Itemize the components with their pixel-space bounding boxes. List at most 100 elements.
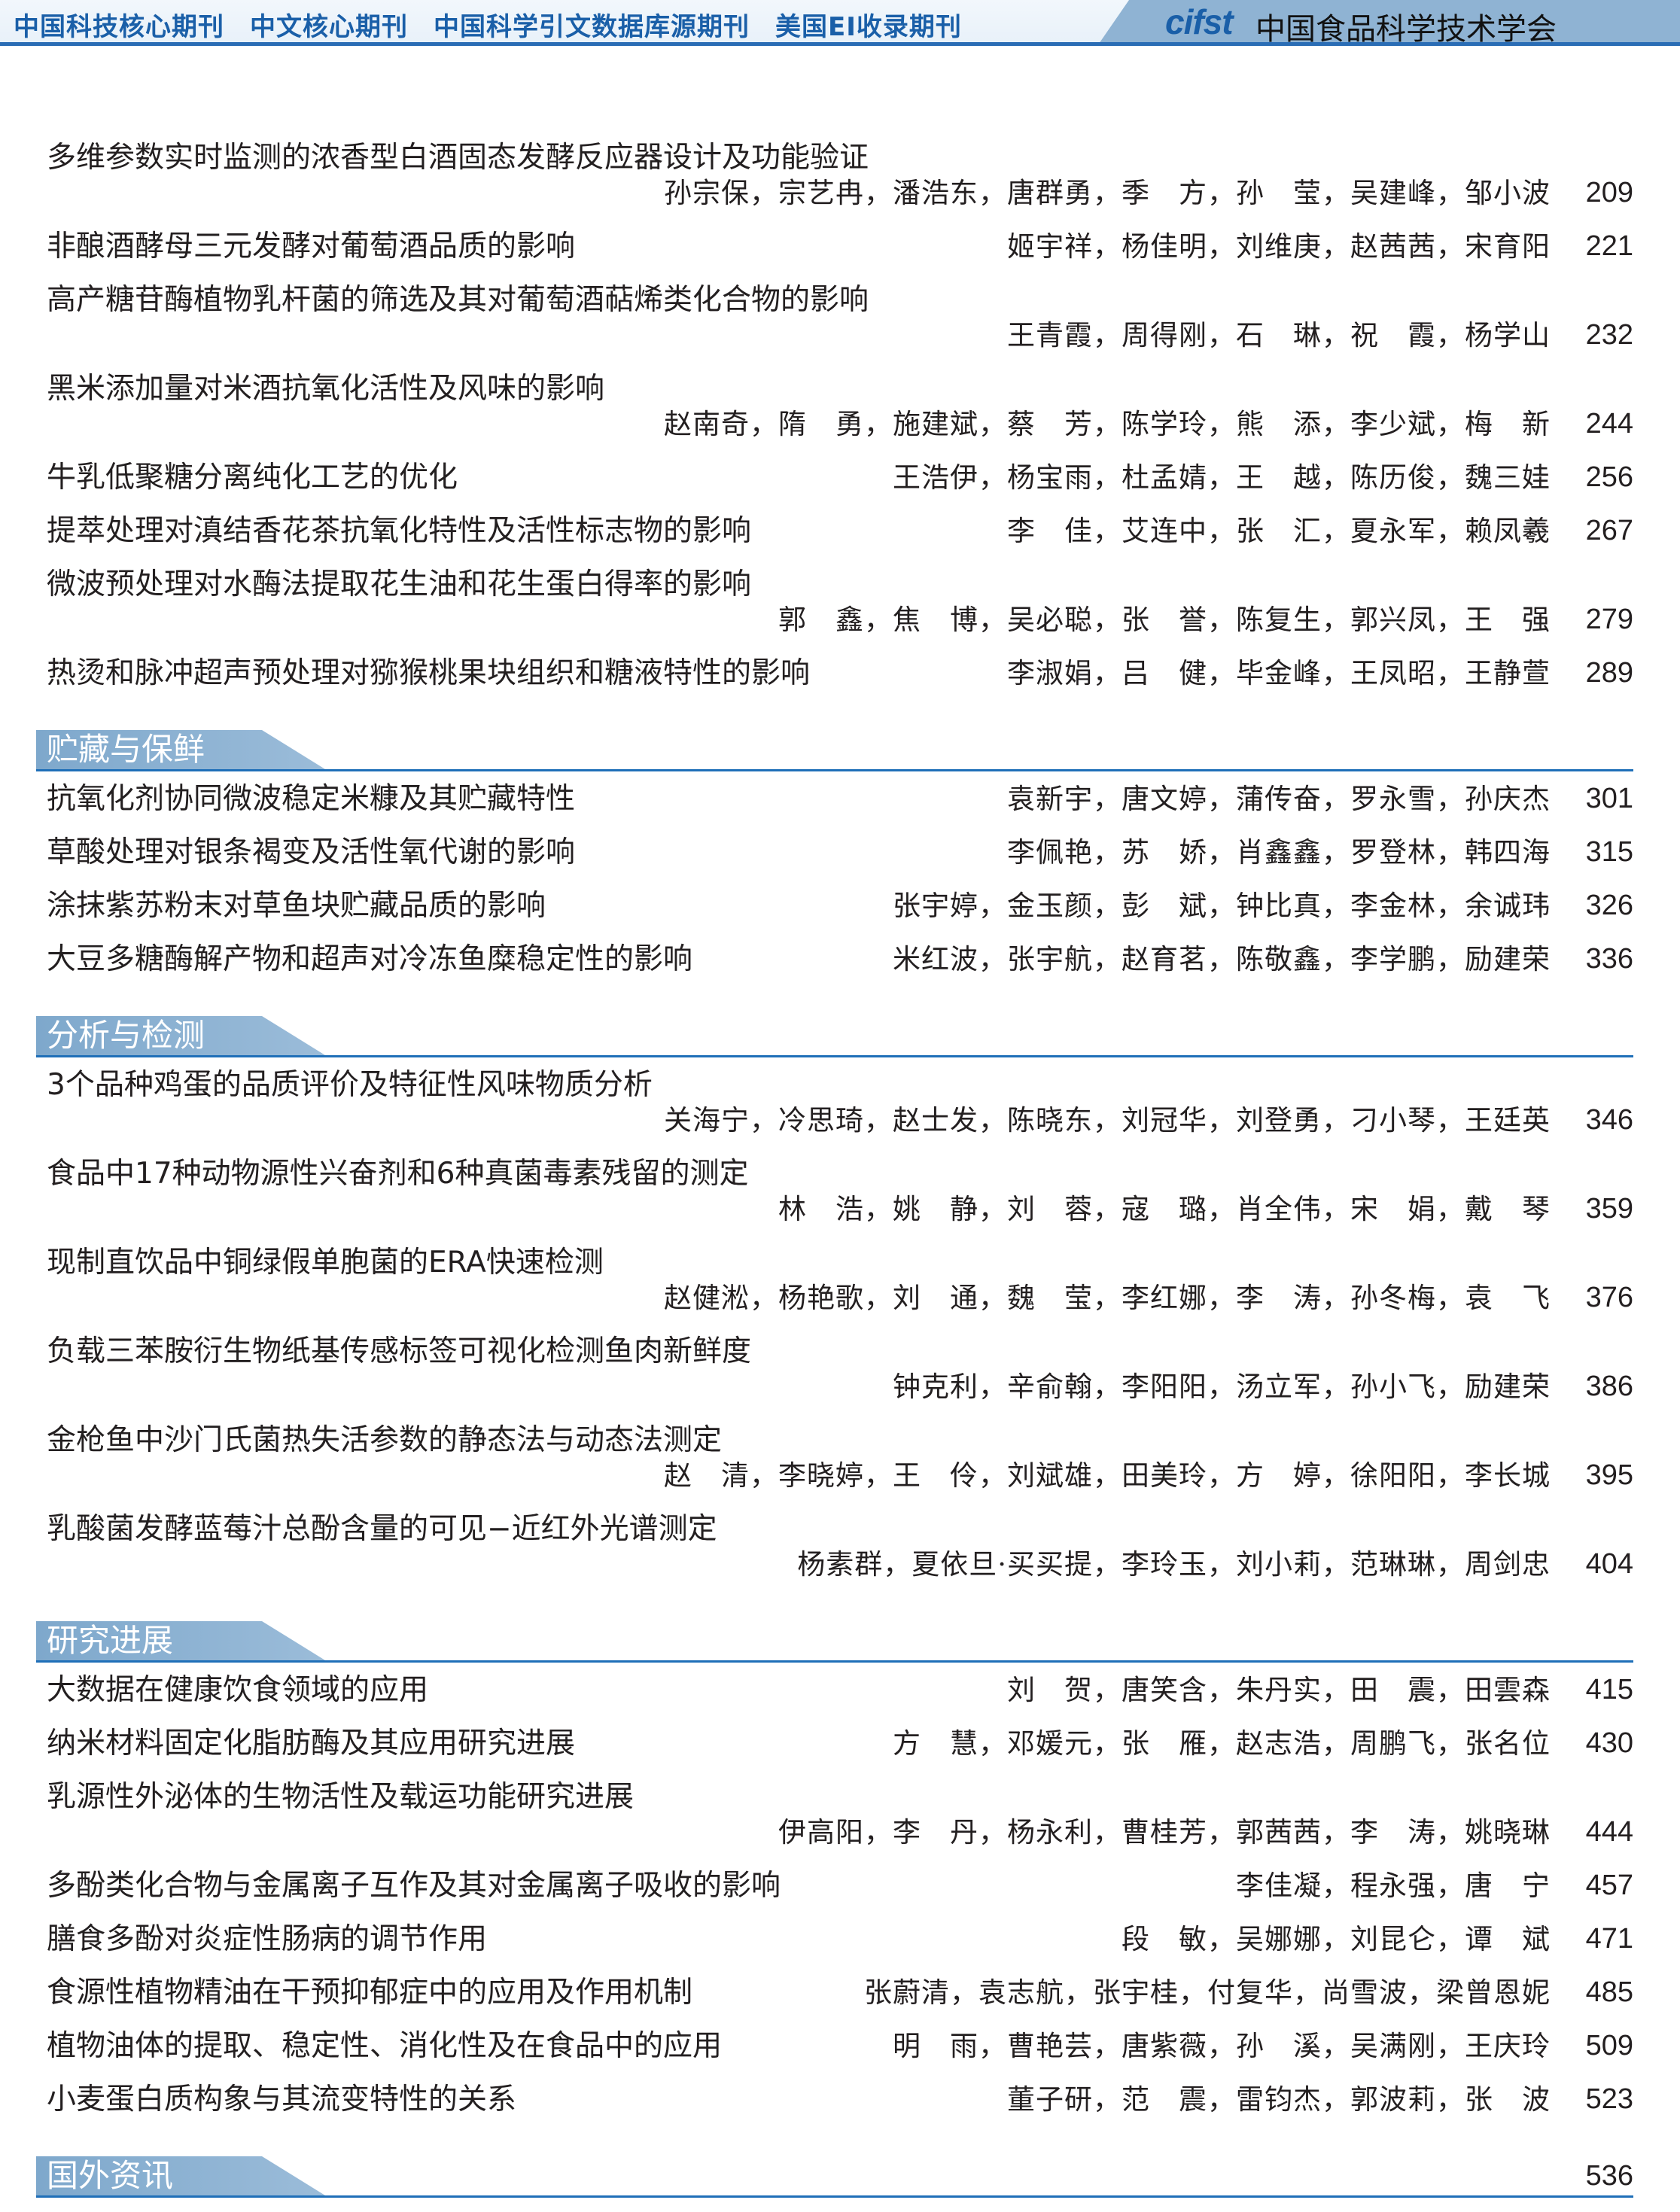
entry-line: 杨素群，夏依旦·买买提，李玲玉，刘小莉，范琳琳，周剑忠 404 xyxy=(47,1547,1633,1582)
article-title[interactable]: 涂抹紫苏粉末对草鱼块贮藏品质的影响 xyxy=(47,889,546,923)
toc-entry[interactable]: 纳米材料固定化脂肪酶及其应用研究进展 方 慧，邓媛元，张 雁，赵志浩，周鹏飞，张名… xyxy=(47,1726,1633,1761)
leader-dots xyxy=(698,942,887,977)
article-title[interactable]: 牛乳低聚糖分离纯化工艺的优化 xyxy=(47,461,458,494)
journal-indexing-list: 中国科技核心期刊 中文核心期刊 中国科学引文数据库源期刊 美国EI收录期刊 xyxy=(14,6,988,43)
toc-entry[interactable]: 提萃处理对滇结香花茶抗氧化特性及活性标志物的影响 李 佳，艾连中，张 汇，夏永军，… xyxy=(47,513,1633,549)
entry-line: 纳米材料固定化脂肪酶及其应用研究进展 方 慧，邓媛元，张 雁，赵志浩，周鹏飞，张名… xyxy=(47,1726,1633,1761)
article-title[interactable]: 多酚类化合物与金属离子互作及其对金属离子吸收的影响 xyxy=(47,1869,781,1903)
section-title: 分析与检测 xyxy=(36,1016,325,1055)
leader-dots xyxy=(581,781,1001,817)
leader-dots xyxy=(493,1921,1115,1957)
toc-entry[interactable]: 3个品种鸡蛋的品质评价及特征性风味物质分析 关海宁，冷思琦，赵士发，陈晓东，刘冠华… xyxy=(47,1067,1633,1138)
article-authors: 赵 清，李晓婷，王 伶，刘斌雄，田美玲，方 婷，徐阳阳，李长城 xyxy=(664,1459,1551,1492)
article-title[interactable]: 大豆多糖酶解产物和超声对冷冻鱼糜稳定性的影响 xyxy=(47,942,693,976)
entry-line: 食品中17种动物源性兴奋剂和6种真菌毒素残留的测定 xyxy=(47,1156,1633,1191)
entry-line: 热烫和脉冲超声预处理对猕猴桃果块组织和糖液特性的影响 李淑娟，吕 健，毕金峰，王凤… xyxy=(47,656,1633,691)
article-authors: 张蔚清，袁志航，张宇桂，付复华，尚雪波，梁曾恩妮 xyxy=(864,1976,1551,2009)
leader-dots xyxy=(728,2028,887,2064)
toc-entry[interactable]: 微波预处理对水酶法提取花生油和花生蛋白得率的影响郭 鑫，焦 博，吴必聪，张 誉，… xyxy=(47,567,1633,637)
entry-line: 伊高阳，李 丹，杨永利，曹桂芳，郭茜茜，李 涛，姚晓琳 444 xyxy=(47,1815,1633,1850)
article-title[interactable]: 植物油体的提取、稳定性、消化性及在食品中的应用 xyxy=(47,2029,723,2063)
article-title[interactable]: 负载三苯胺衍生物纸基传感标签可视化检测鱼肉新鲜度 xyxy=(47,1334,752,1368)
article-title[interactable]: 微波预处理对水酶法提取花生油和花生蛋白得率的影响 xyxy=(47,567,752,601)
toc-entry[interactable]: 大豆多糖酶解产物和超声对冷冻鱼糜稳定性的影响 米红波，张宇航，赵育茗，陈敬鑫，李学… xyxy=(47,942,1633,977)
article-title[interactable]: 黑米添加量对米酒抗氧化活性及风味的影响 xyxy=(47,372,605,406)
article-title[interactable]: 高产糖苷酶植物乳杆菌的筛选及其对葡萄酒萜烯类化合物的影响 xyxy=(47,283,869,317)
toc-entry[interactable]: 乳酸菌发酵蓝莓汁总酚含量的可见−近红外光谱测定 杨素群，夏依旦·买买提，李玲玉，刘… xyxy=(47,1511,1633,1582)
toc-entry[interactable]: 食品中17种动物源性兴奋剂和6种真菌毒素残留的测定林 浩，姚 静，刘 蓉，寇 璐… xyxy=(47,1156,1633,1227)
article-title[interactable]: 纳米材料固定化脂肪酶及其应用研究进展 xyxy=(47,1727,576,1760)
leader-dots xyxy=(581,229,1001,264)
article-authors: 李淑娟，吕 健，毕金峰，王凤昭，王静萱 xyxy=(1007,657,1551,689)
leader-dots xyxy=(522,2082,1001,2117)
article-title[interactable]: 3个品种鸡蛋的品质评价及特征性风味物质分析 xyxy=(47,1068,653,1102)
toc-entry[interactable]: 草酸处理对银条褐变及活性氧代谢的影响 李佩艳，苏 娇，肖鑫鑫，罗登林，韩四海 315 xyxy=(47,835,1633,870)
article-title[interactable]: 非酿酒酵母三元发酵对葡萄酒品质的影响 xyxy=(47,230,576,263)
article-title[interactable]: 草酸处理对银条褐变及活性氧代谢的影响 xyxy=(47,835,576,869)
toc-entry[interactable]: 黑米添加量对米酒抗氧化活性及风味的影响 赵南奇，隋 勇，施建斌，蔡 芳，陈学玲，熊… xyxy=(47,371,1633,442)
article-title[interactable]: 抗氧化剂协同微波稳定米糠及其贮藏特性 xyxy=(47,782,576,816)
toc-entry[interactable]: 现制直饮品中铜绿假单胞菌的ERA快速检测赵健淞，杨艳歌，刘 通，魏 莹，李红娜，… xyxy=(47,1245,1633,1316)
article-authors: 李佩艳，苏 娇，肖鑫鑫，罗登林，韩四海 xyxy=(1007,836,1551,869)
toc-entry[interactable]: 多维参数实时监测的浓香型白酒固态发酵反应器设计及功能验证 孙宗保，宗艺冉，潘浩东，… xyxy=(47,140,1633,211)
entry-line: 钟克利，辛俞翰，李阳阳，汤立军，孙小飞，励建荣 386 xyxy=(47,1369,1633,1404)
entry-line: 孙宗保，宗艺冉，潘浩东，唐群勇，季 方，孙 莹，吴建峰，邹小波 209 xyxy=(47,175,1633,211)
page-number: 457 xyxy=(1585,1870,1633,1901)
leader-dots xyxy=(116,1458,658,1493)
article-title[interactable]: 多维参数实时监测的浓香型白酒固态发酵反应器设计及功能验证 xyxy=(47,141,869,175)
page-number: 209 xyxy=(1585,177,1633,208)
section-divider xyxy=(36,769,1633,771)
entry-line: 郭 鑫，焦 博，吴必聪，张 誉，陈复生，郭兴凤，王 强 279 xyxy=(47,602,1633,637)
leader-dots xyxy=(116,1547,792,1582)
toc-entry[interactable]: 高产糖苷酶植物乳杆菌的筛选及其对葡萄酒萜烯类化合物的影响王青霞，周得刚，石 琳，… xyxy=(47,282,1633,353)
entry-line: 多酚类化合物与金属离子互作及其对金属离子吸收的影响 李佳凝，程永强，唐 宁 457 xyxy=(47,1868,1633,1903)
toc-entry[interactable]: 热烫和脉冲超声预处理对猕猴桃果块组织和糖液特性的影响 李淑娟，吕 健，毕金峰，王凤… xyxy=(47,656,1633,691)
toc-entry[interactable]: 食源性植物精油在干预抑郁症中的应用及作用机制 张蔚清，袁志航，张宇桂，付复华，尚雪… xyxy=(47,1975,1633,2010)
leader-dots xyxy=(116,1280,658,1316)
article-title[interactable]: 膳食多酚对炎症性肠病的调节作用 xyxy=(47,1922,488,1956)
entry-line: 负载三苯胺衍生物纸基传感标签可视化检测鱼肉新鲜度 xyxy=(47,1334,1633,1369)
article-title[interactable]: 食品中17种动物源性兴奋剂和6种真菌毒素残留的测定 xyxy=(47,1157,749,1191)
entry-line: 现制直饮品中铜绿假单胞菌的ERA快速检测 xyxy=(47,1245,1633,1280)
toc-entry[interactable]: 乳源性外泌体的生物活性及载运功能研究进展 伊高阳，李 丹，杨永利，曹桂芳，郭茜茜，… xyxy=(47,1779,1633,1850)
toc-entry[interactable]: 膳食多酚对炎症性肠病的调节作用 段 敏，吴娜娜，刘昆仑，谭 斌 471 xyxy=(47,1921,1633,1957)
entry-line: 赵南奇，隋 勇，施建斌，蔡 芳，陈学玲，熊 添，李少斌，梅 新 244 xyxy=(47,406,1633,442)
article-authors: 王青霞，周得刚，石 琳，祝 霞，杨学山 xyxy=(1007,319,1551,351)
toc-entry[interactable]: 大数据在健康饮食领域的应用 刘 贺，唐笑含，朱丹实，田 震，田雲森 415 xyxy=(47,1672,1633,1708)
article-title[interactable]: 大数据在健康饮食领域的应用 xyxy=(47,1673,429,1707)
toc-entry[interactable]: 非酿酒酵母三元发酵对葡萄酒品质的影响 姬宇祥，杨佳明，刘维庚，赵茜茜，宋育阳 221 xyxy=(47,229,1633,264)
article-authors: 钟克利，辛俞翰，李阳阳，汤立军，孙小飞，励建荣 xyxy=(893,1371,1551,1403)
page-number: 359 xyxy=(1585,1193,1633,1225)
article-title[interactable]: 乳源性外泌体的生物活性及载运功能研究进展 xyxy=(47,1780,635,1814)
toc-entry[interactable]: 植物油体的提取、稳定性、消化性及在食品中的应用 明 雨，曹艳芸，唐紫薇，孙 溪，吴… xyxy=(47,2028,1633,2064)
section-header: 国外资讯 536 xyxy=(36,2135,1633,2198)
entry-line: 植物油体的提取、稳定性、消化性及在食品中的应用 明 雨，曹艳芸，唐紫薇，孙 溪，吴… xyxy=(47,2028,1633,2064)
entry-line: 金枪鱼中沙门氏菌热失活参数的静态法与动态法测定 xyxy=(47,1422,1633,1458)
section-title: 国外资讯 xyxy=(36,2156,325,2195)
page-number: 444 xyxy=(1585,1816,1633,1848)
page-number: 485 xyxy=(1585,1976,1633,2008)
article-title[interactable]: 热烫和脉冲超声预处理对猕猴桃果块组织和糖液特性的影响 xyxy=(47,656,811,690)
toc-entry[interactable]: 多酚类化合物与金属离子互作及其对金属离子吸收的影响 李佳凝，程永强，唐 宁 457 xyxy=(47,1868,1633,1903)
article-title[interactable]: 食源性植物精油在干预抑郁症中的应用及作用机制 xyxy=(47,1976,693,2010)
article-title[interactable]: 小麦蛋白质构象与其流变特性的关系 xyxy=(47,2083,517,2116)
article-title[interactable]: 提萃处理对滇结香花茶抗氧化特性及活性标志物的影响 xyxy=(47,514,752,548)
organization-name: 中国食品科学技术学会 xyxy=(1255,12,1557,47)
toc-entry[interactable]: 牛乳低聚糖分离纯化工艺的优化 王浩伊，杨宝雨，杜孟婧，王 越，陈历俊，魏三娃 256 xyxy=(47,460,1633,495)
article-title[interactable]: 金枪鱼中沙门氏菌热失活参数的静态法与动态法测定 xyxy=(47,1423,723,1457)
toc-entry[interactable]: 小麦蛋白质构象与其流变特性的关系 董子研，范 震，雷钧杰，郭波莉，张 波 523 xyxy=(47,2082,1633,2117)
leader-dots xyxy=(116,602,772,637)
page-number: 326 xyxy=(1585,890,1633,921)
entry-line: 黑米添加量对米酒抗氧化活性及风味的影响 xyxy=(47,371,1633,406)
toc-entry[interactable]: 负载三苯胺衍生物纸基传感标签可视化检测鱼肉新鲜度 钟克利，辛俞翰，李阳阳，汤立军，… xyxy=(47,1334,1633,1404)
toc-entry[interactable]: 抗氧化剂协同微波稳定米糠及其贮藏特性 袁新宇，唐文婷，蒲传奋，罗永雪，孙庆杰 301 xyxy=(47,781,1633,817)
leader-dots xyxy=(552,888,887,923)
article-title[interactable]: 现制直饮品中铜绿假单胞菌的ERA快速检测 xyxy=(47,1246,604,1279)
leader-dots xyxy=(116,1369,887,1404)
article-title[interactable]: 乳酸菌发酵蓝莓汁总酚含量的可见−近红外光谱测定 xyxy=(47,1512,717,1546)
article-authors: 赵健淞，杨艳歌，刘 通，魏 莹，李红娜，李 涛，孙冬梅，袁 飞 xyxy=(664,1282,1551,1314)
toc-entry[interactable]: 金枪鱼中沙门氏菌热失活参数的静态法与动态法测定赵 清，李晓婷，王 伶，刘斌雄，田… xyxy=(47,1422,1633,1493)
page-number: 346 xyxy=(1585,1104,1633,1136)
page-number: 509 xyxy=(1585,2030,1633,2061)
toc-entry[interactable]: 涂抹紫苏粉末对草鱼块贮藏品质的影响 张宇婷，金玉颜，彭 斌，钟比真，李金林，余诚玮… xyxy=(47,888,1633,923)
